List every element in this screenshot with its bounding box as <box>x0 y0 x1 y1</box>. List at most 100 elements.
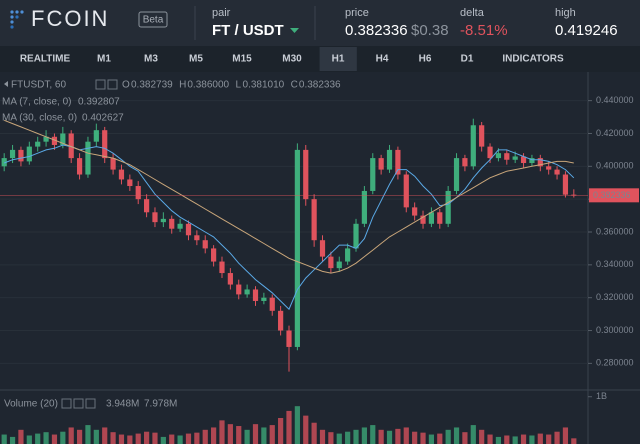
tab[interactable]: REALTIME <box>20 54 71 65</box>
logo-icon <box>10 10 24 29</box>
volume-bar <box>470 425 476 444</box>
y-tick-label: 0.400000 <box>596 161 634 171</box>
volume-bar <box>529 435 535 444</box>
legend-button[interactable] <box>73 398 84 409</box>
ohlc-value: 0.382739 <box>131 80 173 91</box>
candle-body <box>311 199 317 241</box>
ma-line <box>4 119 574 274</box>
candle-body <box>76 158 83 175</box>
active-tab <box>319 47 357 71</box>
tab[interactable]: M1 <box>97 54 111 65</box>
header-bar <box>0 0 640 46</box>
candle-body <box>185 223 192 236</box>
candle-body <box>319 240 326 257</box>
volume-bar <box>9 436 16 444</box>
volume-bar <box>211 427 217 444</box>
tabs: REALTIME M1 M3 M5 M15 M30 H1 H4 H6 D1 IN… <box>20 47 564 71</box>
volume-bar <box>152 432 158 444</box>
volume-bar <box>504 435 510 444</box>
candle-body <box>353 223 359 249</box>
ma-value: 0.402627 <box>82 113 124 124</box>
ohlc-value: 0.382336 <box>299 80 341 91</box>
candle-body <box>252 289 259 301</box>
volume-bar <box>453 427 460 444</box>
candle-body <box>51 136 58 145</box>
badge: Beta <box>143 15 164 26</box>
volume-bar <box>554 431 560 444</box>
y-tick-label: 1B <box>596 391 607 401</box>
candle-body <box>169 218 175 229</box>
volume-bar <box>51 434 58 444</box>
tab[interactable]: H1 <box>332 54 345 65</box>
candle-body <box>236 284 242 295</box>
volume-bar <box>68 427 74 444</box>
volume-bar <box>420 432 426 444</box>
tab[interactable]: H4 <box>376 54 389 65</box>
volume-bar <box>185 433 192 444</box>
volume-bar <box>495 436 502 444</box>
candle-body <box>35 141 41 147</box>
candle-body <box>403 174 409 208</box>
candle-body <box>244 289 250 295</box>
volume-bar <box>85 425 91 444</box>
tab[interactable]: M3 <box>144 54 158 65</box>
candle-body <box>152 212 158 223</box>
candle-body <box>286 330 292 347</box>
candle-body <box>428 212 435 224</box>
tab[interactable]: INDICATORS <box>502 54 564 65</box>
tab[interactable]: M5 <box>189 54 203 65</box>
volume-bar <box>110 432 116 444</box>
volume-bar <box>571 438 577 444</box>
tab[interactable]: M15 <box>232 54 252 65</box>
y-tick-label: 0.280000 <box>596 358 634 368</box>
candle-body <box>102 130 108 159</box>
candle-body <box>43 136 49 142</box>
volume-bar <box>537 433 543 444</box>
delta: -8.51% <box>460 22 508 39</box>
collapse-icon[interactable] <box>4 81 8 87</box>
legend-button[interactable] <box>95 79 106 90</box>
tab[interactable]: D1 <box>461 54 474 65</box>
last-price-label: 0.382336 <box>593 190 631 200</box>
volume-bar <box>236 426 242 444</box>
volume-bar <box>102 427 108 444</box>
volume-bar <box>403 427 409 444</box>
tab[interactable]: H6 <box>419 54 432 65</box>
volume-bar <box>294 406 300 444</box>
volume-value: 3.948M <box>106 399 139 410</box>
ma-line <box>4 144 575 311</box>
candle-body <box>269 297 275 311</box>
legend-button[interactable] <box>107 79 118 90</box>
candle-body <box>9 149 16 159</box>
volume-bar <box>386 430 393 444</box>
symbol: FTUSDT, 60 <box>11 80 66 91</box>
volume-bar <box>319 429 326 444</box>
last-price-box <box>589 188 639 203</box>
candle-body <box>211 248 217 262</box>
pair[interactable]: FT / USDT <box>212 22 284 39</box>
candle-body <box>68 133 74 159</box>
legend-button[interactable] <box>85 398 96 409</box>
candle-body <box>160 218 166 223</box>
volume-bar <box>437 433 443 444</box>
volume-bar <box>370 425 376 444</box>
volume-bar <box>18 429 24 444</box>
volume-bar <box>177 435 183 444</box>
candle-body <box>520 156 527 164</box>
tab[interactable]: M30 <box>282 54 302 65</box>
candle-body <box>504 153 510 160</box>
candle-body <box>93 130 99 142</box>
candle-body <box>227 273 233 285</box>
volume-bar <box>479 429 485 444</box>
pair-dropdown[interactable] <box>290 28 299 33</box>
legend-button[interactable] <box>61 398 72 409</box>
volume-bar <box>35 433 41 444</box>
candle-body <box>345 248 351 262</box>
volume-title: Volume (20) <box>4 399 58 410</box>
candle-body <box>445 190 451 224</box>
volume-bar <box>336 433 342 444</box>
candle-body <box>294 149 300 347</box>
candle-body <box>219 261 225 274</box>
plot: 0.280000 0.300000 0.320000 0.340000 0.360000… <box>0 95 639 444</box>
